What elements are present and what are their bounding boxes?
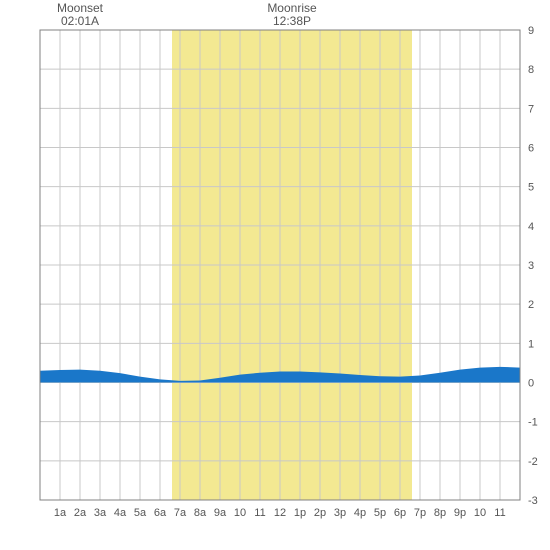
x-tick-label: 8p <box>434 507 446 519</box>
x-tick-label: 10 <box>234 507 246 519</box>
x-tick-label: 10 <box>474 507 486 519</box>
x-tick-label: 2p <box>314 507 326 519</box>
x-tick-label: 6a <box>154 507 167 519</box>
x-tick-label: 1p <box>294 507 306 519</box>
y-tick-label: 2 <box>528 299 534 311</box>
tide-chart: 1a2a3a4a5a6a7a8a9a1011121p2p3p4p5p6p7p8p… <box>0 0 550 550</box>
x-tick-label: 11 <box>494 507 505 519</box>
x-tick-label: 5p <box>374 507 386 519</box>
x-tick-label: 7p <box>414 507 426 519</box>
x-tick-label: 2a <box>74 507 87 519</box>
y-tick-label: 9 <box>528 25 534 37</box>
y-tick-label: -3 <box>528 495 538 507</box>
x-tick-label: 1a <box>54 507 67 519</box>
moonrise-label: Moonrise <box>267 1 317 15</box>
y-tick-label: 6 <box>528 143 534 155</box>
y-tick-label: 7 <box>528 103 534 115</box>
x-tick-label: 9p <box>454 507 466 519</box>
x-tick-label: 12 <box>274 507 286 519</box>
y-tick-label: 4 <box>528 221 534 233</box>
y-tick-label: -1 <box>528 417 538 429</box>
x-tick-label: 11 <box>254 507 265 519</box>
x-tick-label: 6p <box>394 507 406 519</box>
x-tick-label: 3a <box>94 507 107 519</box>
x-tick-label: 7a <box>174 507 187 519</box>
y-tick-label: -2 <box>528 456 538 468</box>
x-tick-label: 5a <box>134 507 147 519</box>
moonrise-time: 12:38P <box>273 14 311 28</box>
y-tick-label: 8 <box>528 64 534 76</box>
y-tick-label: 5 <box>528 182 534 194</box>
y-tick-label: 1 <box>528 338 534 350</box>
x-tick-label: 8a <box>194 507 207 519</box>
moonset-label: Moonset <box>57 1 104 15</box>
x-tick-label: 3p <box>334 507 346 519</box>
x-tick-label: 4p <box>354 507 366 519</box>
moonset-time: 02:01A <box>61 14 99 28</box>
x-tick-label: 9a <box>214 507 227 519</box>
x-tick-label: 4a <box>114 507 127 519</box>
y-tick-label: 3 <box>528 260 534 272</box>
y-tick-label: 0 <box>528 378 534 390</box>
chart-svg: 1a2a3a4a5a6a7a8a9a1011121p2p3p4p5p6p7p8p… <box>0 0 550 550</box>
